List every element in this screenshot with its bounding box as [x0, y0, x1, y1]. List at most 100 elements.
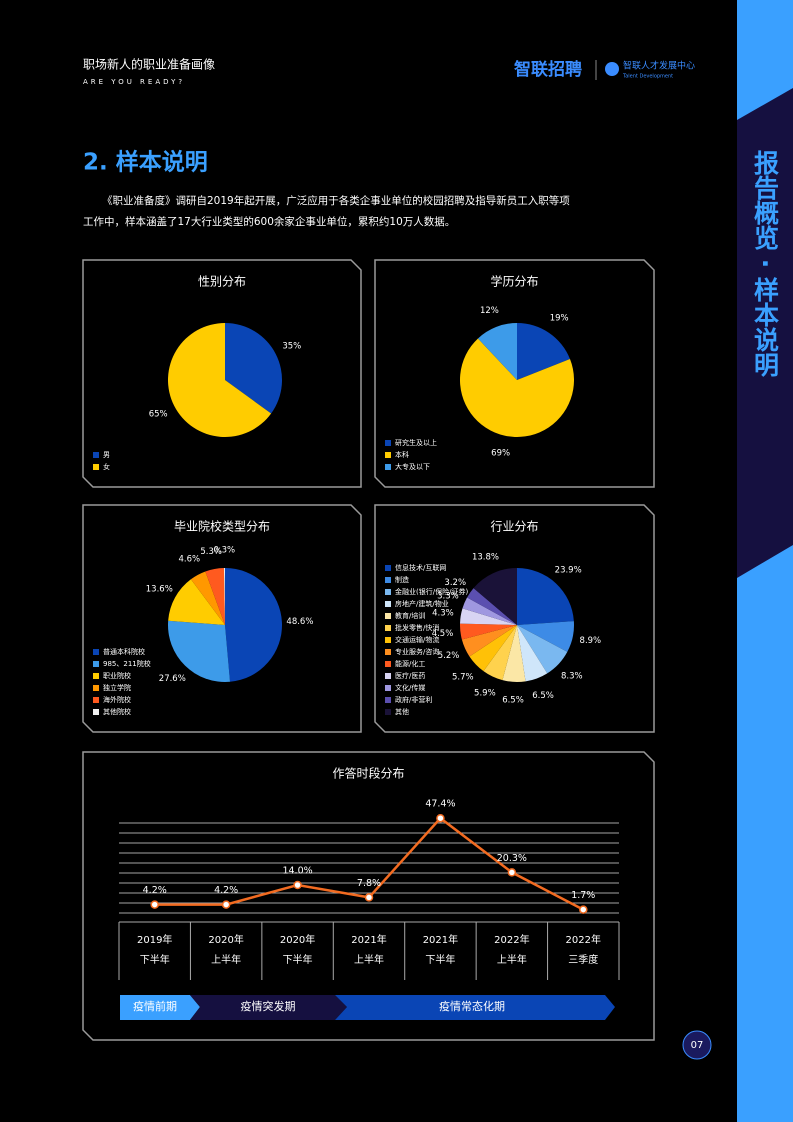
legend-swatch [93, 661, 99, 667]
legend-label: 制造 [395, 575, 409, 584]
legend-label: 交通运输/物流 [395, 635, 439, 644]
pie-slice [469, 625, 517, 672]
side-band [737, 88, 793, 578]
data-label: 5.2% [438, 651, 460, 661]
x-tick-label: 2019年 [137, 933, 172, 946]
x-tick-label: 2022年 [566, 933, 601, 946]
legend-label: 大专及以下 [395, 462, 430, 471]
legend-label: 能源/化工 [395, 659, 425, 668]
x-tick-label: 下半年 [283, 953, 313, 966]
legend-swatch [385, 637, 391, 643]
data-label: 4.6% [178, 555, 200, 565]
data-label: 13.6% [146, 584, 173, 594]
pie-slice [460, 623, 517, 640]
pie-slice [477, 323, 517, 380]
data-label: 3.2% [444, 578, 466, 588]
legend-label: 文化/传媒 [395, 683, 425, 692]
chart-frame [82, 504, 362, 733]
data-label: 5.7% [452, 672, 474, 682]
legend-label: 海外院校 [103, 695, 131, 704]
x-tick-label: 上半年 [354, 953, 384, 966]
pie-slice [467, 588, 517, 625]
legend-swatch [385, 613, 391, 619]
pie-slice [168, 323, 272, 437]
chart-title: 学历分布 [490, 274, 538, 289]
intro-line: 《职业准备度》调研自2019年起开展，广泛应用于各类企事业单位的校园招聘及指导新… [102, 194, 570, 207]
data-label: 4.3% [432, 609, 454, 619]
header-title: 职场新人的职业准备画像 [83, 57, 215, 72]
data-label: 23.9% [555, 566, 582, 576]
legend-swatch [385, 697, 391, 703]
pie-slice [205, 568, 225, 625]
chart-title: 作答时段分布 [332, 766, 404, 781]
legend-swatch [385, 709, 391, 715]
legend-label: 信息技术/互联网 [395, 563, 446, 572]
x-tick-label: 2021年 [423, 933, 458, 946]
pie-slice [517, 621, 574, 652]
legend-label: 研究生及以上 [395, 438, 437, 447]
phase-label: 疫情突发期 [241, 999, 296, 1013]
chart-title: 性别分布 [198, 275, 246, 289]
pie-slice [483, 625, 517, 681]
chart-frame [82, 751, 655, 1041]
line-point [221, 900, 231, 909]
line-point [293, 880, 302, 890]
x-tick-label: 2020年 [280, 933, 315, 946]
legend-swatch [93, 685, 99, 691]
legend-label: 男 [103, 451, 110, 459]
data-label: 8.9% [580, 636, 602, 646]
legend-label: 职业院校 [103, 671, 131, 680]
legend-swatch [385, 685, 391, 691]
phase-label: 疫情前期 [133, 999, 177, 1013]
legend-swatch [93, 452, 99, 458]
data-label: 12% [480, 306, 499, 316]
phase-bar: 疫情前期 疫情突发期 疫情常态化期 [120, 995, 615, 1020]
chart-frame [374, 504, 655, 733]
data-label: 5.9% [474, 688, 496, 698]
legend-label: 其他院校 [103, 707, 131, 716]
logo-icon [605, 62, 619, 76]
data-label: 0.3% [213, 546, 235, 556]
data-label: 35% [282, 341, 301, 351]
chart-title: 行业分布 [490, 520, 538, 534]
logo2: 智联人才发展中心 [623, 60, 695, 72]
legend-label: 本科 [395, 450, 409, 459]
data-label: 69% [491, 449, 510, 459]
pie-slice [225, 568, 282, 682]
data-label: 4.5% [432, 629, 454, 639]
data-label: 65% [149, 410, 168, 420]
legend-label: 其他 [395, 707, 409, 716]
pie-slice [225, 323, 283, 414]
page-number: 07 [691, 1040, 704, 1051]
legend-swatch [385, 625, 391, 631]
legend-swatch [385, 589, 391, 595]
legend-swatch [385, 673, 391, 679]
pie-slice [168, 620, 231, 682]
data-label: 5.3% [200, 547, 222, 557]
legend-label: 房地产/建筑/物业 [395, 599, 449, 608]
data-label: 14.0% [282, 866, 312, 877]
phase-shape [335, 995, 615, 1020]
x-tick-label: 三季度 [568, 953, 598, 966]
legend-swatch [385, 577, 391, 583]
pie-slice [168, 579, 225, 625]
pie-slice [461, 625, 517, 657]
line-point [507, 868, 517, 877]
section-title: 2. 样本说明 [83, 149, 208, 176]
pie-slice [460, 338, 574, 437]
legend-swatch [385, 601, 391, 607]
x-tick-label: 下半年 [425, 953, 455, 966]
pie-slice [517, 323, 570, 380]
legend-swatch [93, 709, 99, 715]
legend-swatch [385, 661, 391, 667]
legend-label: 教育/培训 [395, 611, 425, 620]
data-label: 19% [550, 313, 569, 323]
data-label: 7.8% [357, 878, 381, 889]
chart-title: 毕业院校类型分布 [174, 519, 270, 534]
data-label: 47.4% [425, 799, 455, 810]
legend-label: 985、211院校 [103, 659, 151, 668]
line-point [436, 813, 445, 823]
legend-label: 专业服务/咨询 [395, 647, 439, 656]
